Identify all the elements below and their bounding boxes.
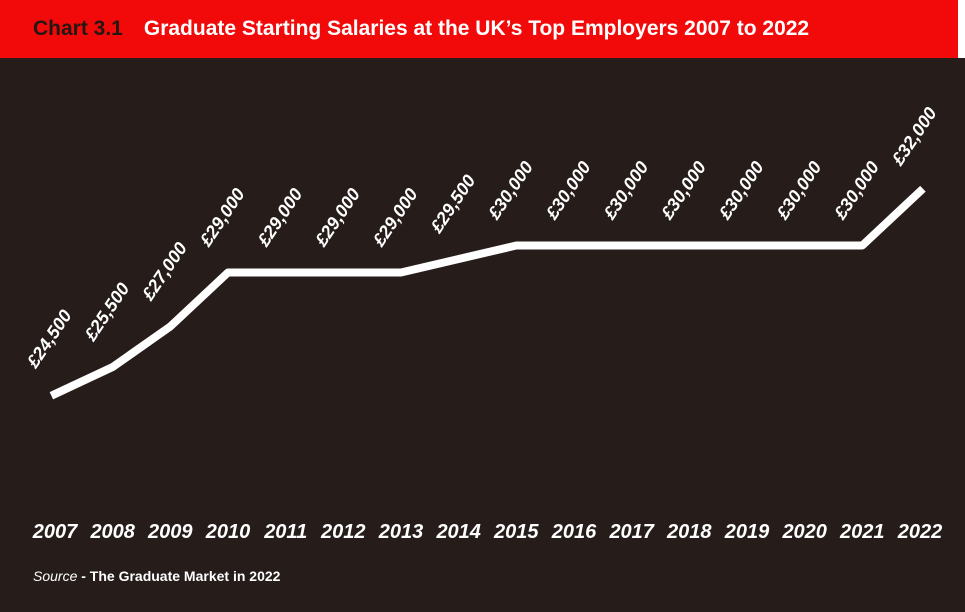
salary-line — [49, 185, 926, 400]
year-label-2014: 2014 — [435, 521, 481, 543]
year-label-2016: 2016 — [551, 521, 597, 543]
year-label-2019: 2019 — [724, 521, 770, 543]
year-label-2011: 2011 — [263, 521, 307, 543]
year-label-2010: 2010 — [205, 521, 251, 543]
year-label-2022: 2022 — [897, 521, 943, 543]
data-label-2022: £32,000 — [887, 104, 941, 170]
data-label-2009: £27,000 — [137, 239, 191, 305]
year-label-2013: 2013 — [378, 521, 424, 543]
data-label-2020: £30,000 — [772, 158, 826, 224]
year-label-2009: 2009 — [147, 521, 193, 543]
chart-header: Chart 3.1 Graduate Starting Salaries at … — [0, 0, 958, 58]
year-label-2015: 2015 — [493, 521, 539, 543]
data-label-2010: £29,000 — [195, 185, 249, 251]
year-label-2021: 2021 — [839, 521, 885, 543]
year-label-2012: 2012 — [320, 521, 366, 543]
data-label-2007: £24,500 — [22, 306, 76, 372]
data-label-2019: £30,000 — [714, 158, 768, 224]
year-label-2017: 2017 — [608, 521, 654, 543]
data-label-2016: £30,000 — [541, 158, 595, 224]
year-label-2007: 2007 — [32, 521, 78, 543]
source-text: - The Graduate Market in 2022 — [81, 568, 281, 584]
chart-number: Chart 3.1 — [33, 17, 123, 40]
data-label-2011: £29,000 — [253, 185, 307, 251]
data-label-2018: £30,000 — [656, 158, 710, 224]
source-note: Source - The Graduate Market in 2022 — [33, 568, 280, 584]
year-label-2018: 2018 — [666, 521, 712, 543]
data-label-2013: £29,000 — [368, 185, 422, 251]
year-label-2008: 2008 — [89, 521, 135, 543]
data-label-2012: £29,000 — [310, 185, 364, 251]
chart-title: Graduate Starting Salaries at the UK’s T… — [143, 17, 810, 40]
source-label: Source — [33, 568, 78, 584]
data-label-2008: £25,500 — [80, 279, 134, 345]
data-label-2017: £30,000 — [599, 158, 653, 224]
data-label-2014: £29,500 — [426, 171, 480, 237]
data-label-2015: £30,000 — [483, 158, 537, 224]
data-label-2021: £30,000 — [829, 158, 883, 224]
year-label-2020: 2020 — [781, 521, 827, 543]
